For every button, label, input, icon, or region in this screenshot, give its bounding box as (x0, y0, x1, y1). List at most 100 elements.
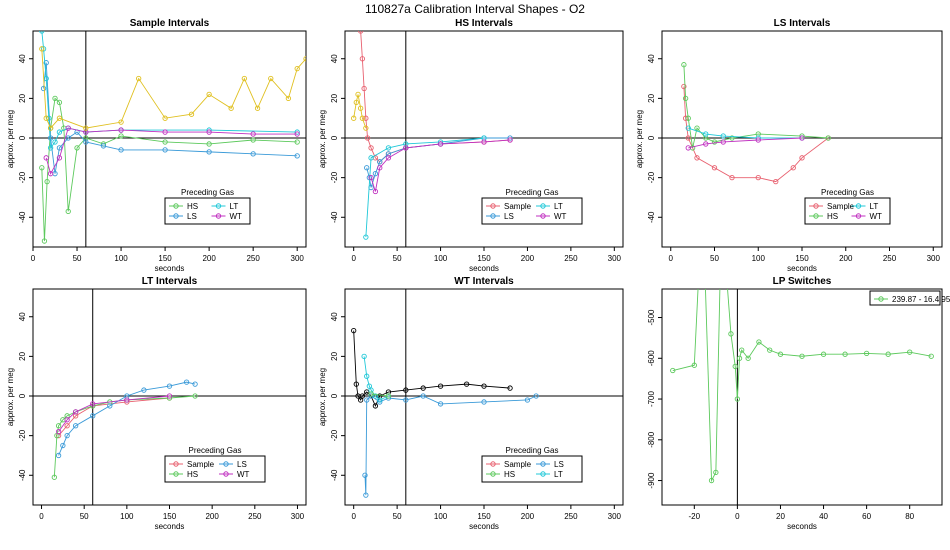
data-point (100, 143, 107, 149)
data-point (703, 275, 707, 279)
data-point (351, 115, 357, 121)
panel-hs: HS Intervals 0 50 100 150 200 250 300 -40 -20 0 20 4… (318, 18, 624, 273)
data-point (364, 135, 371, 141)
data-point (39, 31, 45, 34)
y-axis-label: approx. per meg (6, 368, 15, 426)
y-tick-label: -800 (647, 431, 656, 448)
data-point (118, 127, 124, 133)
y-tick-label: 20 (647, 93, 656, 102)
data-point (363, 492, 369, 498)
y-tick-label: -600 (647, 350, 656, 367)
legend: Preceding Gas HS LT LS WT (164, 188, 251, 225)
data-point (353, 99, 359, 105)
x-tick-label: 250 (883, 254, 897, 263)
y-tick-label: 0 (18, 393, 27, 398)
data-point (364, 373, 370, 379)
data-point (355, 91, 361, 98)
data-point (799, 135, 805, 141)
data-point (64, 417, 70, 423)
data-point (718, 275, 722, 279)
y-tick-label: -40 (18, 211, 27, 223)
data-point (745, 355, 751, 361)
y-tick-label: -40 (330, 469, 339, 481)
y-tick-label: 20 (18, 351, 27, 360)
legend-entry-label: LS (237, 460, 247, 469)
data-point (43, 155, 49, 161)
data-point (694, 125, 700, 131)
series-line-ls (364, 395, 537, 496)
data-point (362, 472, 368, 478)
x-tick-label: 150 (795, 254, 809, 263)
data-point (377, 159, 383, 165)
data-point (56, 99, 63, 105)
data-point (777, 351, 784, 357)
y-tick-label: -700 (647, 390, 656, 407)
x-tick-label: 20 (776, 512, 785, 521)
data-point (55, 452, 62, 459)
data-point (47, 171, 54, 177)
data-point (294, 139, 300, 145)
data-point (250, 151, 256, 157)
data-point (56, 129, 63, 135)
series-line-hs (683, 64, 829, 149)
x-tick-label: 150 (477, 254, 491, 263)
data-point (250, 131, 256, 137)
data-point (368, 145, 374, 151)
data-point (90, 413, 96, 419)
data-point (481, 399, 487, 405)
data-point (713, 469, 719, 476)
data-point (463, 381, 470, 387)
data-point (183, 379, 190, 385)
series-line-wt (370, 139, 511, 192)
x-tick-label: 100 (120, 512, 134, 521)
panel-lp: LP Switches -20 0 20 40 60 80 -500 -600 -700 -800 -… (647, 275, 950, 531)
data-point (703, 131, 709, 137)
legend-swatch-point (855, 213, 862, 219)
panel-title: LS Intervals (774, 18, 831, 29)
data-point (790, 165, 796, 171)
x-tick-label: 250 (246, 254, 260, 263)
data-point (73, 409, 79, 415)
x-axis-label: seconds (469, 264, 499, 273)
data-point (357, 105, 364, 111)
series-line-hs (371, 393, 389, 397)
data-point (118, 147, 124, 153)
legend-entry-label: WT (237, 470, 250, 479)
series-line-hs (41, 97, 298, 242)
y-tick-label: 0 (18, 135, 27, 140)
data-point (192, 393, 198, 399)
data-point (820, 351, 827, 357)
series-line-wt (688, 137, 803, 149)
data-point (228, 105, 234, 111)
series-line-ls (43, 62, 298, 174)
plot-frame (32, 30, 307, 248)
data-point (372, 393, 379, 399)
y-axis-label: approx. per meg (318, 368, 327, 426)
legend-box (481, 197, 583, 225)
x-tick-label: 250 (564, 512, 578, 521)
data-point (141, 387, 147, 393)
data-point (359, 115, 366, 121)
x-tick-label: 300 (291, 512, 305, 521)
y-tick-label: 0 (330, 393, 339, 398)
data-point (724, 275, 728, 279)
x-tick-label: 150 (163, 512, 177, 521)
data-point (364, 397, 370, 403)
x-axis-label: seconds (469, 522, 499, 531)
data-point (685, 125, 691, 131)
legend-swatch-point (490, 203, 496, 209)
x-tick-label: 0 (351, 512, 356, 521)
panel-title: LT Intervals (142, 276, 198, 287)
y-axis-label: approx. per meg (635, 110, 644, 168)
legend-entry-label: HS (504, 470, 515, 479)
data-point (767, 347, 773, 353)
y-tick-label: -40 (18, 469, 27, 481)
data-point (372, 188, 379, 195)
x-tick-label: 300 (291, 254, 305, 263)
data-point (51, 474, 57, 480)
data-point (755, 137, 761, 143)
series-line-lt (41, 31, 298, 150)
legend-entry-label: HS (187, 202, 198, 211)
x-axis-label: seconds (787, 264, 817, 273)
